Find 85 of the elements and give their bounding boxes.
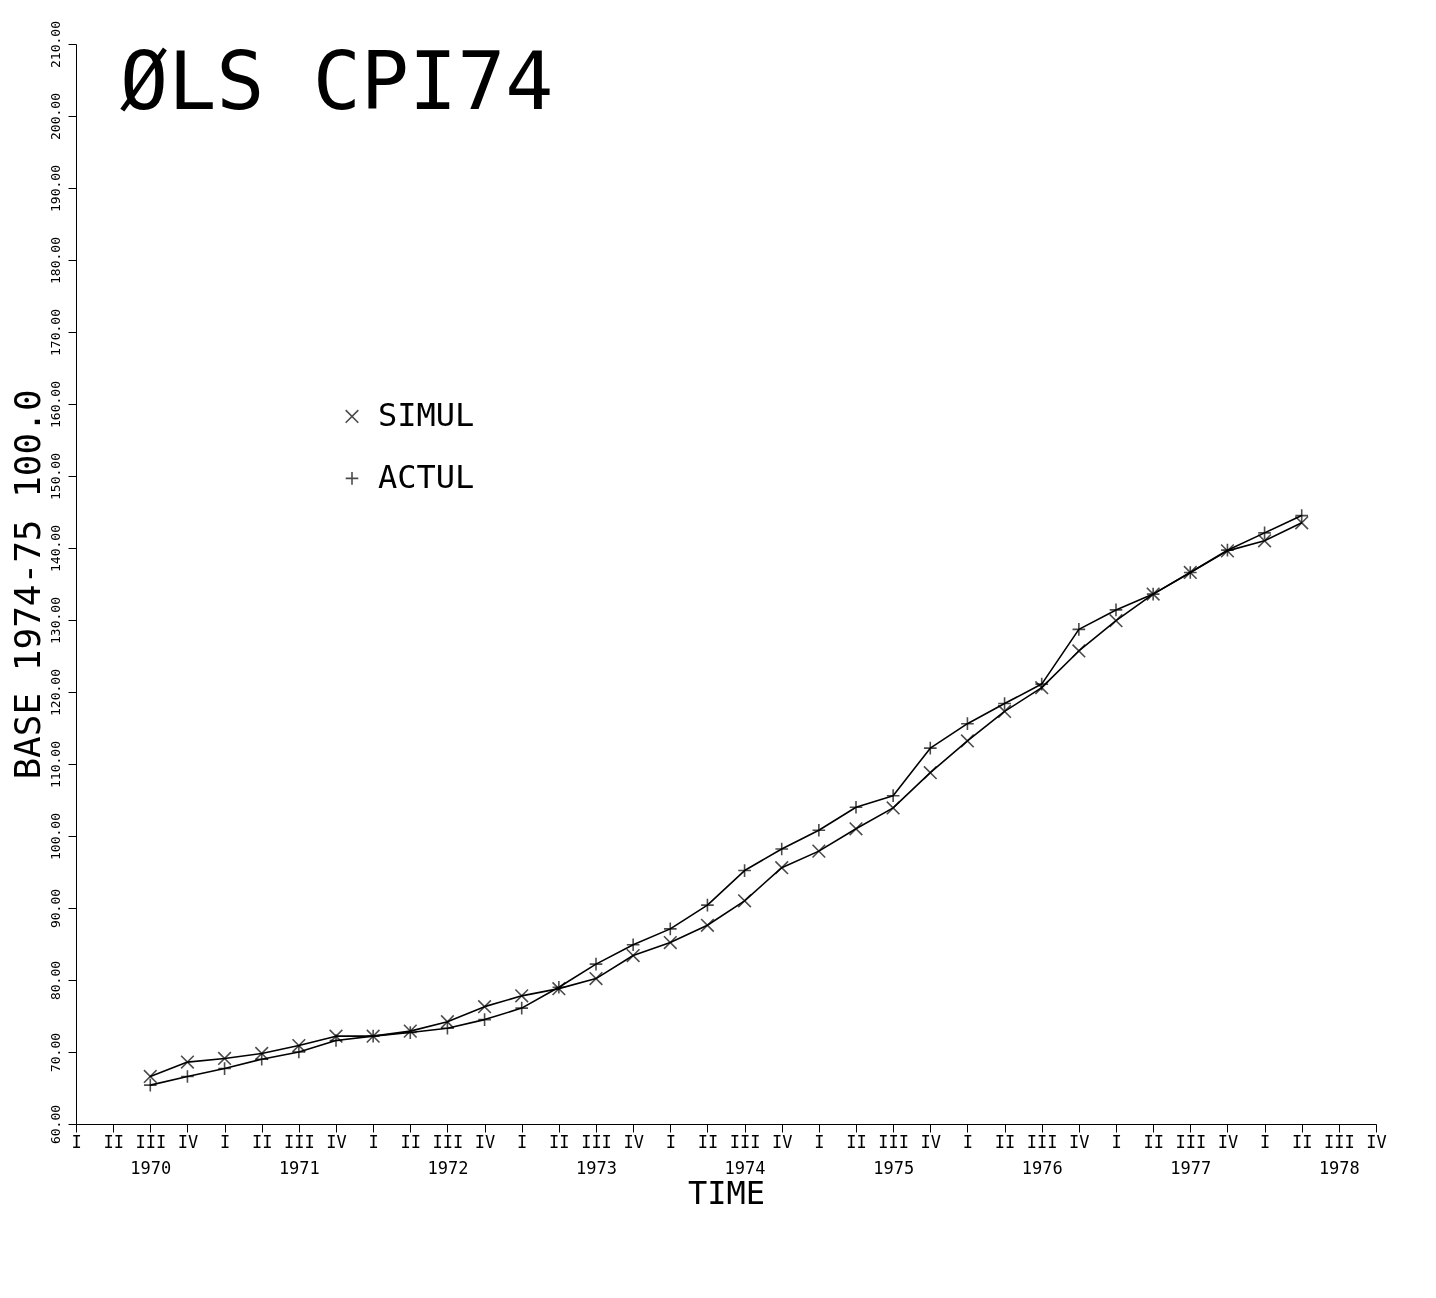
x-tick-label: I [71,1131,82,1152]
point [217,1061,232,1076]
y-tick-label: 190.00 [47,165,63,212]
y-tick-label: 60.00 [47,1104,63,1145]
point [737,893,752,908]
x-tick-label: IV [771,1131,793,1152]
y-tick-label: 130.00 [47,597,63,644]
legend-label: SIMUL [378,396,475,435]
x-tick-label: IV [326,1131,347,1152]
point [923,741,938,756]
x-tick-label: III 1975 [873,1131,915,1178]
point [1108,613,1124,628]
y-tick-label: 120.00 [47,669,63,716]
chart-title: ØLS CPI74 [120,34,554,128]
point [180,1069,195,1084]
y-tick-label: 140.00 [47,525,63,572]
x-tick-label: I [1259,1131,1271,1152]
x-tick-label: II [846,1131,867,1152]
point [180,1054,195,1070]
y-tick-label: 70.00 [47,1032,63,1073]
x-tick-label: III 1971 [278,1131,320,1178]
point [477,1012,492,1027]
x-tick-label: II [994,1131,1016,1152]
point [923,765,938,780]
y-tick-label: 110.00 [47,741,63,788]
point [700,897,715,913]
x-tick-label: IV [1217,1131,1239,1152]
point [663,921,678,937]
x-tick-label: III 1978 [1318,1131,1360,1178]
point [514,988,529,1003]
y-tick-label: 150.00 [47,453,63,500]
x-tick-label: IV [623,1131,644,1152]
x-tick-label: IV [177,1131,199,1152]
x-tick-label: I [962,1131,974,1152]
point [663,935,678,950]
y-tick-label: 210.00 [47,21,63,68]
x-tick-label: II [400,1131,422,1152]
x-tick-label: II [697,1131,719,1152]
point [960,716,975,731]
point [700,918,715,933]
point [848,821,864,836]
point [774,841,789,857]
point [588,971,604,986]
legend-label: ACTUL [378,458,475,497]
x-tick-label: IV [1069,1131,1090,1152]
point [477,999,492,1014]
point [328,1029,344,1044]
x-tick-label: II [251,1131,273,1152]
y-tick-label: 180.00 [47,237,63,284]
point [1034,680,1049,695]
point [217,1051,232,1066]
point [514,1000,529,1016]
x-tick-label: II [549,1131,570,1152]
y-tick-label: 200.00 [47,93,63,140]
x-tick-label: I [219,1131,231,1152]
point [737,863,752,878]
point [1071,643,1086,659]
y-tick-label: 160.00 [47,381,63,428]
x-tick-label: III 1973 [576,1131,617,1178]
x-tick-label: IV [474,1131,496,1152]
y-tick-label: 100.00 [47,813,63,860]
x-tick-label: II [1143,1131,1164,1152]
x-tick-label: I [665,1131,676,1152]
x-tick-label: III 1976 [1021,1131,1063,1178]
x-tick-label: I [1111,1131,1122,1152]
x-tick-label: III 1977 [1170,1131,1212,1178]
y-axis-title: BASE 1974-75 100.0 [6,389,48,780]
x-tick-label: II [1291,1131,1313,1152]
x-tick-label: III 1972 [427,1131,469,1178]
x-tick-label: II [103,1131,124,1152]
point [960,733,975,749]
x-tick-label: I [517,1131,528,1152]
point [811,843,826,859]
x-tick-label: IV [1366,1131,1387,1152]
y-tick-label: 80.00 [47,960,63,1001]
point [626,948,641,963]
point [1071,622,1086,637]
point [774,860,789,875]
x-tick-label: I [814,1131,825,1152]
y-tick-label: 170.00 [47,309,63,356]
x-tick-label: I [368,1131,379,1152]
y-tick-label: 90.00 [47,888,63,929]
x-tick-label: IV [920,1131,942,1152]
point [886,800,901,816]
x-tick-label: III 1970 [130,1131,172,1178]
